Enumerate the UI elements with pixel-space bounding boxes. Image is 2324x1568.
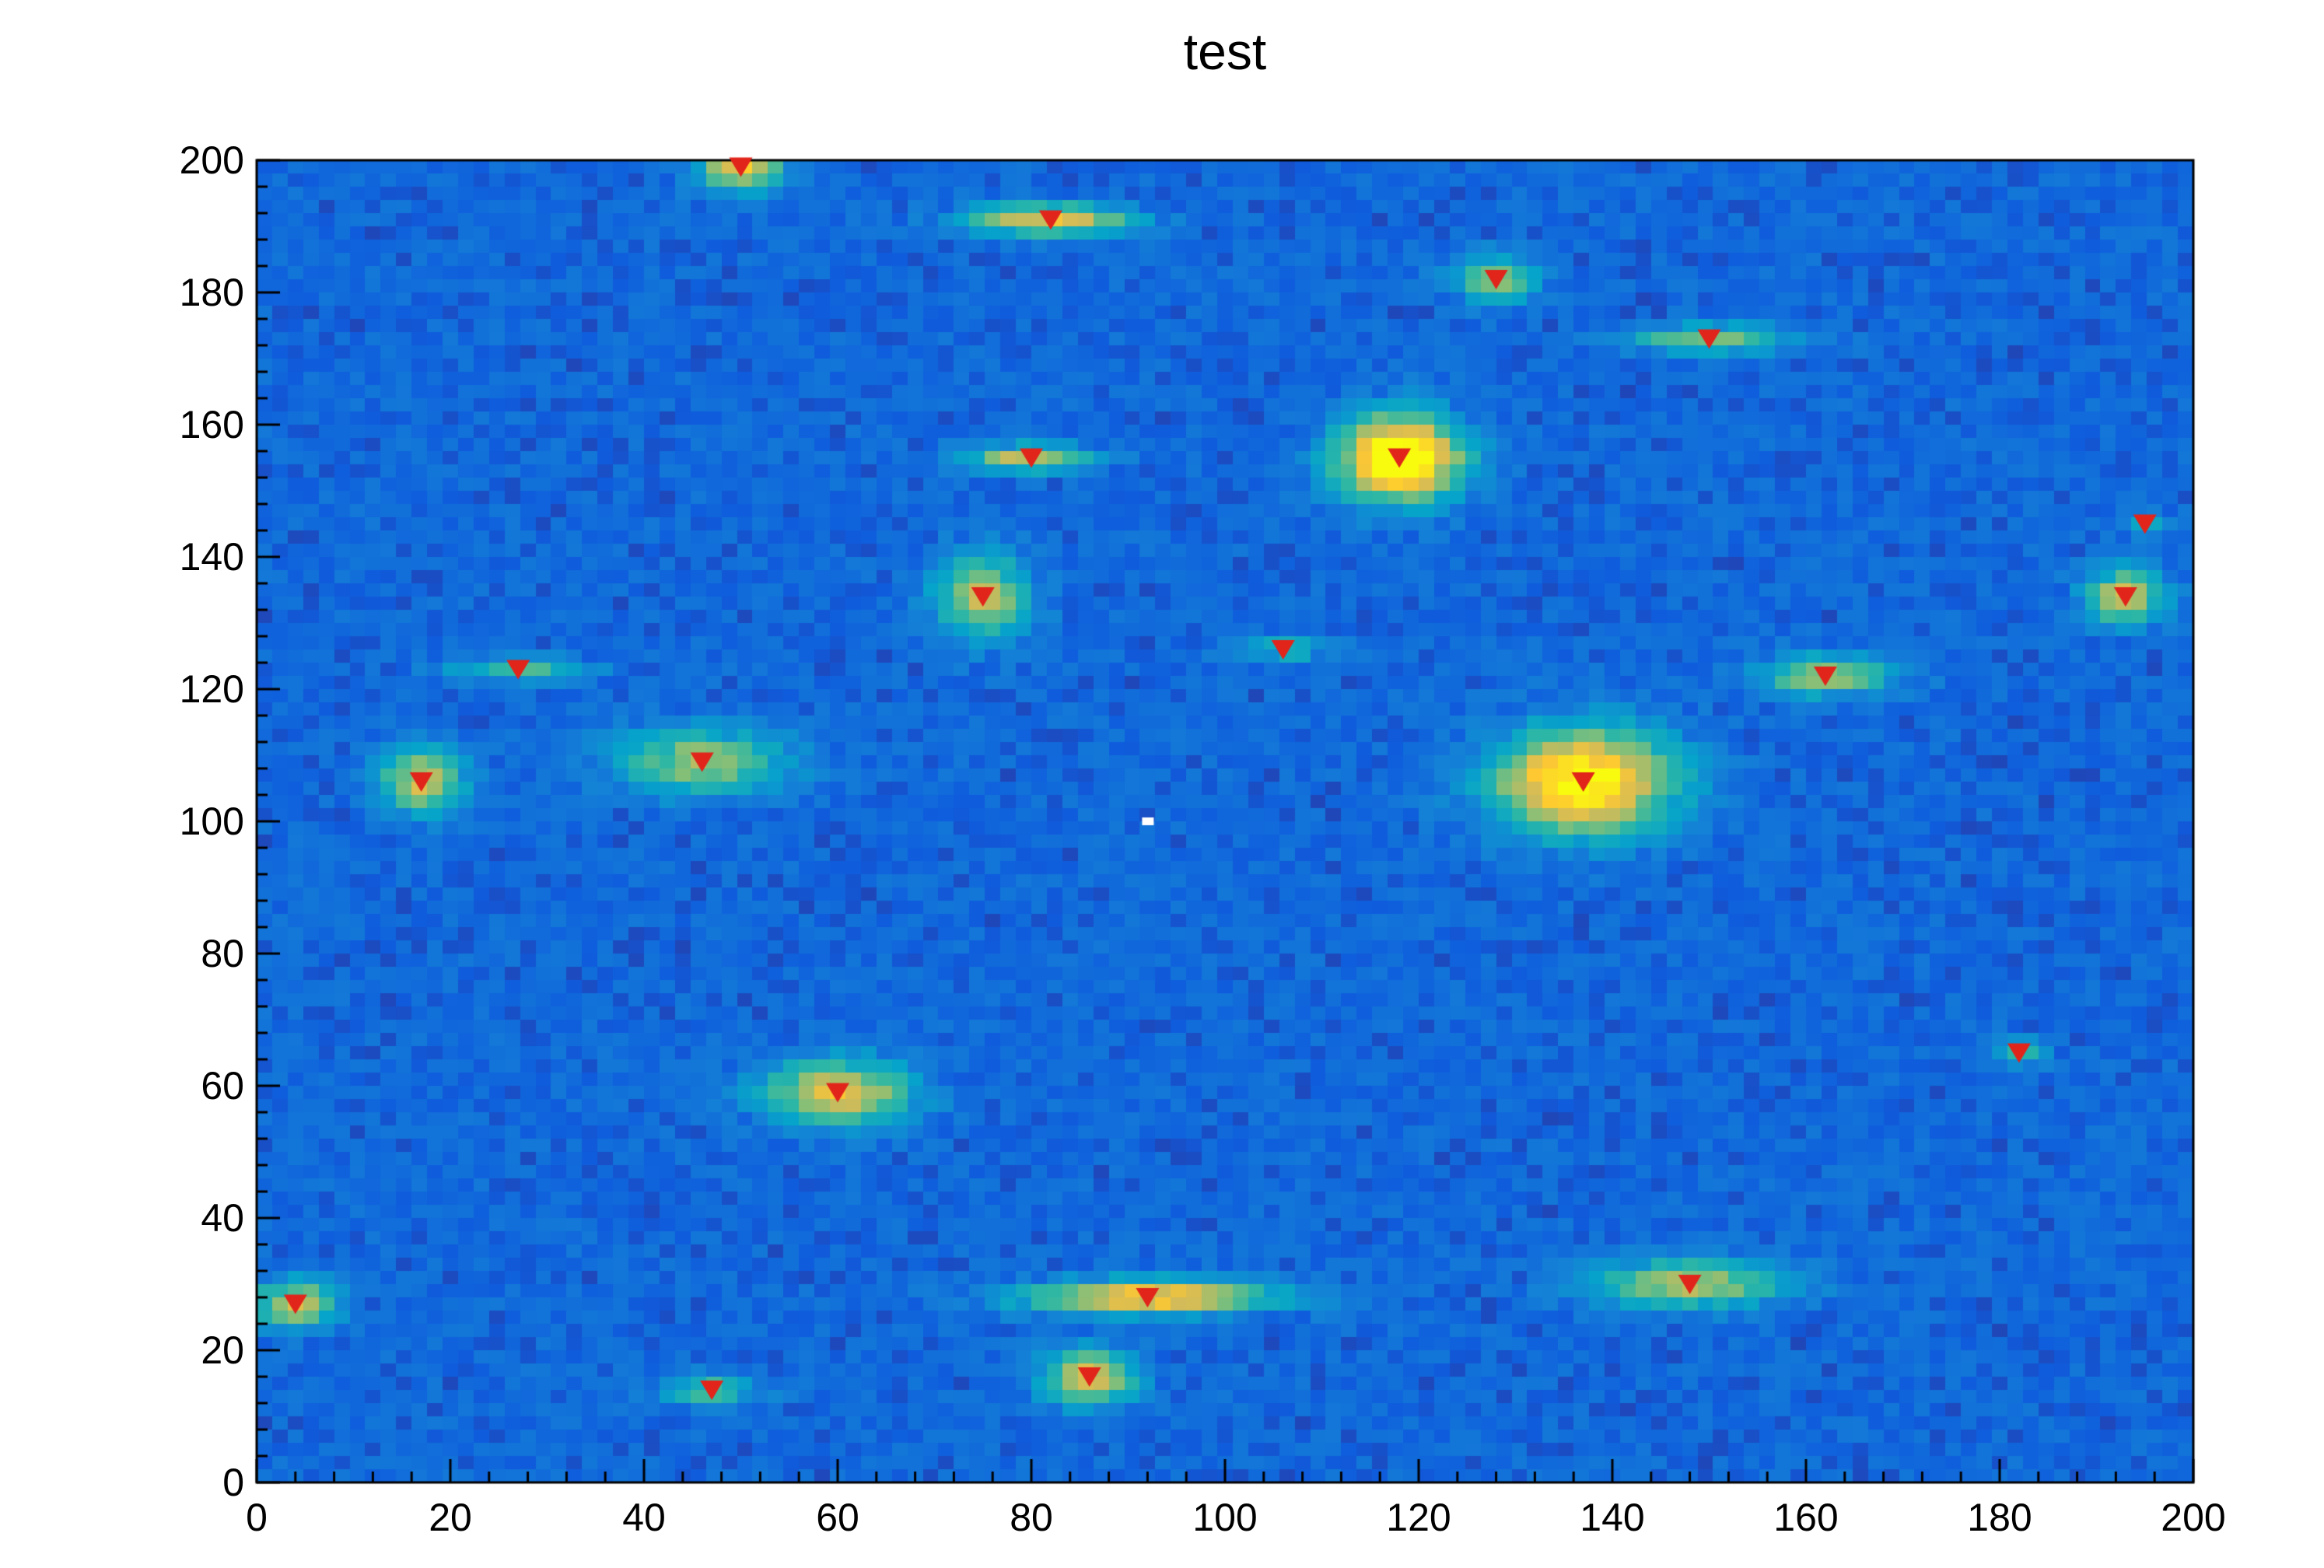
x-tick-label: 100 [1192, 1496, 1258, 1539]
x-tick-label: 60 [816, 1496, 859, 1539]
x-tick-label: 160 [1773, 1496, 1839, 1539]
x-tick-label: 200 [2161, 1496, 2226, 1539]
y-tick-label: 80 [201, 932, 244, 975]
y-tick-label: 160 [179, 403, 244, 446]
x-tick-label: 120 [1386, 1496, 1451, 1539]
x-tick-label: 140 [1580, 1496, 1645, 1539]
y-tick-label: 20 [201, 1328, 244, 1372]
y-tick-label: 60 [201, 1064, 244, 1108]
y-tick-label: 140 [179, 535, 244, 579]
y-tick-label: 180 [179, 271, 244, 314]
y-tick-label: 0 [222, 1461, 244, 1504]
y-tick-label: 200 [179, 138, 244, 182]
y-tick-label: 120 [179, 667, 244, 711]
x-tick-label: 0 [246, 1496, 268, 1539]
y-tick-label: 100 [179, 800, 244, 843]
x-tick-label: 20 [429, 1496, 472, 1539]
x-tick-label: 40 [622, 1496, 666, 1539]
x-tick-label: 80 [1010, 1496, 1053, 1539]
x-tick-label: 180 [1967, 1496, 2032, 1539]
y-tick-label: 40 [201, 1196, 244, 1240]
